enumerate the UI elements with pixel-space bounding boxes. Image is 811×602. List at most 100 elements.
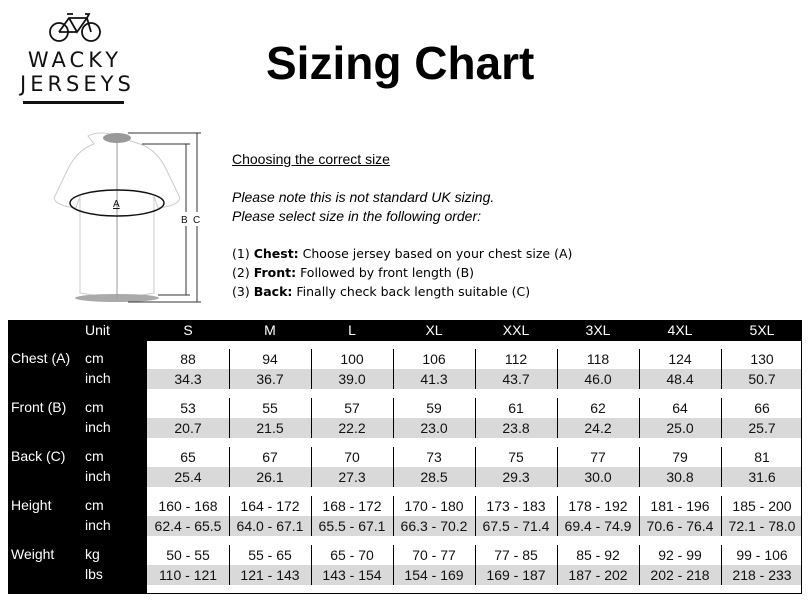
column-divider	[557, 496, 558, 536]
column-divider	[393, 496, 394, 536]
size-header-4xl: 4XL	[667, 322, 693, 338]
sizing-table: Unit 88 94 100 106 112 118 124 130 34.3 36.7 39.0 4…	[8, 320, 802, 594]
table-cell: 36.7	[256, 371, 284, 387]
size-header-xl: XL	[425, 322, 443, 338]
column-divider	[393, 447, 394, 487]
table-cell: 67	[262, 449, 278, 465]
table-cell: 65.5 - 67.1	[318, 518, 386, 534]
table-cell: 112	[504, 351, 528, 367]
table-cell: 77 - 85	[494, 547, 538, 563]
table-cell: 187 - 202	[568, 567, 628, 583]
table-cell: 55	[262, 400, 278, 416]
table-cell: 20.7	[174, 420, 202, 436]
table-cell: 50.7	[748, 371, 776, 387]
diagram-label-b: B	[181, 215, 188, 226]
table-cell: 81	[754, 449, 770, 465]
table-cell: 169 - 187	[486, 567, 546, 583]
column-divider	[311, 447, 312, 487]
size-header-l: L	[348, 322, 356, 338]
column-divider	[721, 398, 722, 438]
unit-label: inch	[85, 370, 111, 386]
column-divider	[229, 398, 230, 438]
column-divider	[393, 545, 394, 585]
table-cell: 22.2	[338, 420, 366, 436]
row-label: Chest (A)	[11, 350, 71, 366]
step-text: Choose jersey based on your chest size (…	[302, 246, 573, 261]
column-divider	[639, 545, 640, 585]
table-cell: 34.3	[174, 371, 202, 387]
table-cell: 178 - 192	[568, 498, 628, 514]
table-cell: 26.1	[256, 469, 284, 485]
unit-label: inch	[85, 517, 111, 533]
logo-line1: WACKY	[27, 48, 123, 72]
table-cell: 39.0	[338, 371, 366, 387]
table-cell: 25.7	[748, 420, 776, 436]
table-cell: 23.8	[502, 420, 530, 436]
table-cell: 164 - 172	[240, 498, 300, 514]
table-body: 88 94 100 106 112 118 124 130 34.3 36.7 39.0 41.3 43…	[147, 341, 801, 593]
step-text: Finally check back length suitable (C)	[296, 284, 531, 299]
column-divider	[557, 349, 558, 389]
table-cell: 73	[426, 449, 442, 465]
table-cell: 53	[180, 400, 196, 416]
table-cell: 75	[508, 449, 524, 465]
table-cell: 67.5 - 71.4	[482, 518, 550, 534]
column-divider	[557, 398, 558, 438]
step-keyword: Chest:	[253, 246, 299, 261]
table-cell: 88	[180, 351, 196, 367]
column-divider	[229, 545, 230, 585]
column-divider	[393, 349, 394, 389]
table-cell: 29.3	[502, 469, 530, 485]
table-cell: 70.6 - 76.4	[646, 518, 714, 534]
unit-header: Unit	[85, 322, 110, 338]
step-number: (2)	[232, 265, 250, 280]
table-cell: 46.0	[584, 371, 612, 387]
table-cell: 23.0	[420, 420, 448, 436]
table-cell: 27.3	[338, 469, 366, 485]
table-cell: 66	[754, 400, 770, 416]
table-cell: 99 - 106	[736, 547, 788, 563]
table-cell: 65	[180, 449, 196, 465]
table-cell: 202 - 218	[650, 567, 710, 583]
column-divider	[393, 398, 394, 438]
page-title: Sizing Chart	[266, 37, 535, 89]
table-cell: 64	[672, 400, 688, 416]
row-shading	[147, 516, 801, 536]
table-cell: 48.4	[666, 371, 694, 387]
column-divider	[475, 447, 476, 487]
table-cell: 70	[344, 449, 360, 465]
table-cell: 154 - 169	[404, 567, 464, 583]
size-header-3xl: 3XL	[585, 322, 611, 338]
logo-line2: JERSEYS	[20, 72, 135, 96]
table-cell: 218 - 233	[732, 567, 792, 583]
column-divider	[229, 447, 230, 487]
row-shading	[147, 369, 801, 389]
table-cell: 30.8	[666, 469, 694, 485]
column-divider	[475, 545, 476, 585]
column-divider	[721, 349, 722, 389]
table-cell: 185 - 200	[732, 498, 792, 514]
unit-label: inch	[85, 419, 111, 435]
table-cell: 61	[508, 400, 524, 416]
table-cell: 55 - 65	[248, 547, 292, 563]
table-cell: 143 - 154	[322, 567, 382, 583]
table-cell: 25.0	[666, 420, 694, 436]
column-divider	[639, 447, 640, 487]
table-cell: 62.4 - 65.5	[154, 518, 222, 534]
table-cell: 30.0	[584, 469, 612, 485]
row-shading	[147, 418, 801, 438]
size-header-s: S	[183, 322, 193, 338]
table-cell: 106	[422, 351, 446, 367]
unit-label: cm	[85, 448, 104, 464]
table-cell: 25.4	[174, 469, 202, 485]
instruction-step: (2) Front: Followed by front length (B)	[232, 265, 474, 280]
table-cell: 31.6	[748, 469, 776, 485]
diagram-label-c: C	[193, 215, 200, 226]
instruction-step: (3) Back: Finally check back length suit…	[232, 284, 530, 299]
table-cell: 28.5	[420, 469, 448, 485]
row-label: Back (C)	[11, 448, 66, 464]
table-cell: 41.3	[420, 371, 448, 387]
table-cell: 64.0 - 67.1	[236, 518, 304, 534]
column-divider	[557, 447, 558, 487]
step-number: (1)	[232, 246, 250, 261]
